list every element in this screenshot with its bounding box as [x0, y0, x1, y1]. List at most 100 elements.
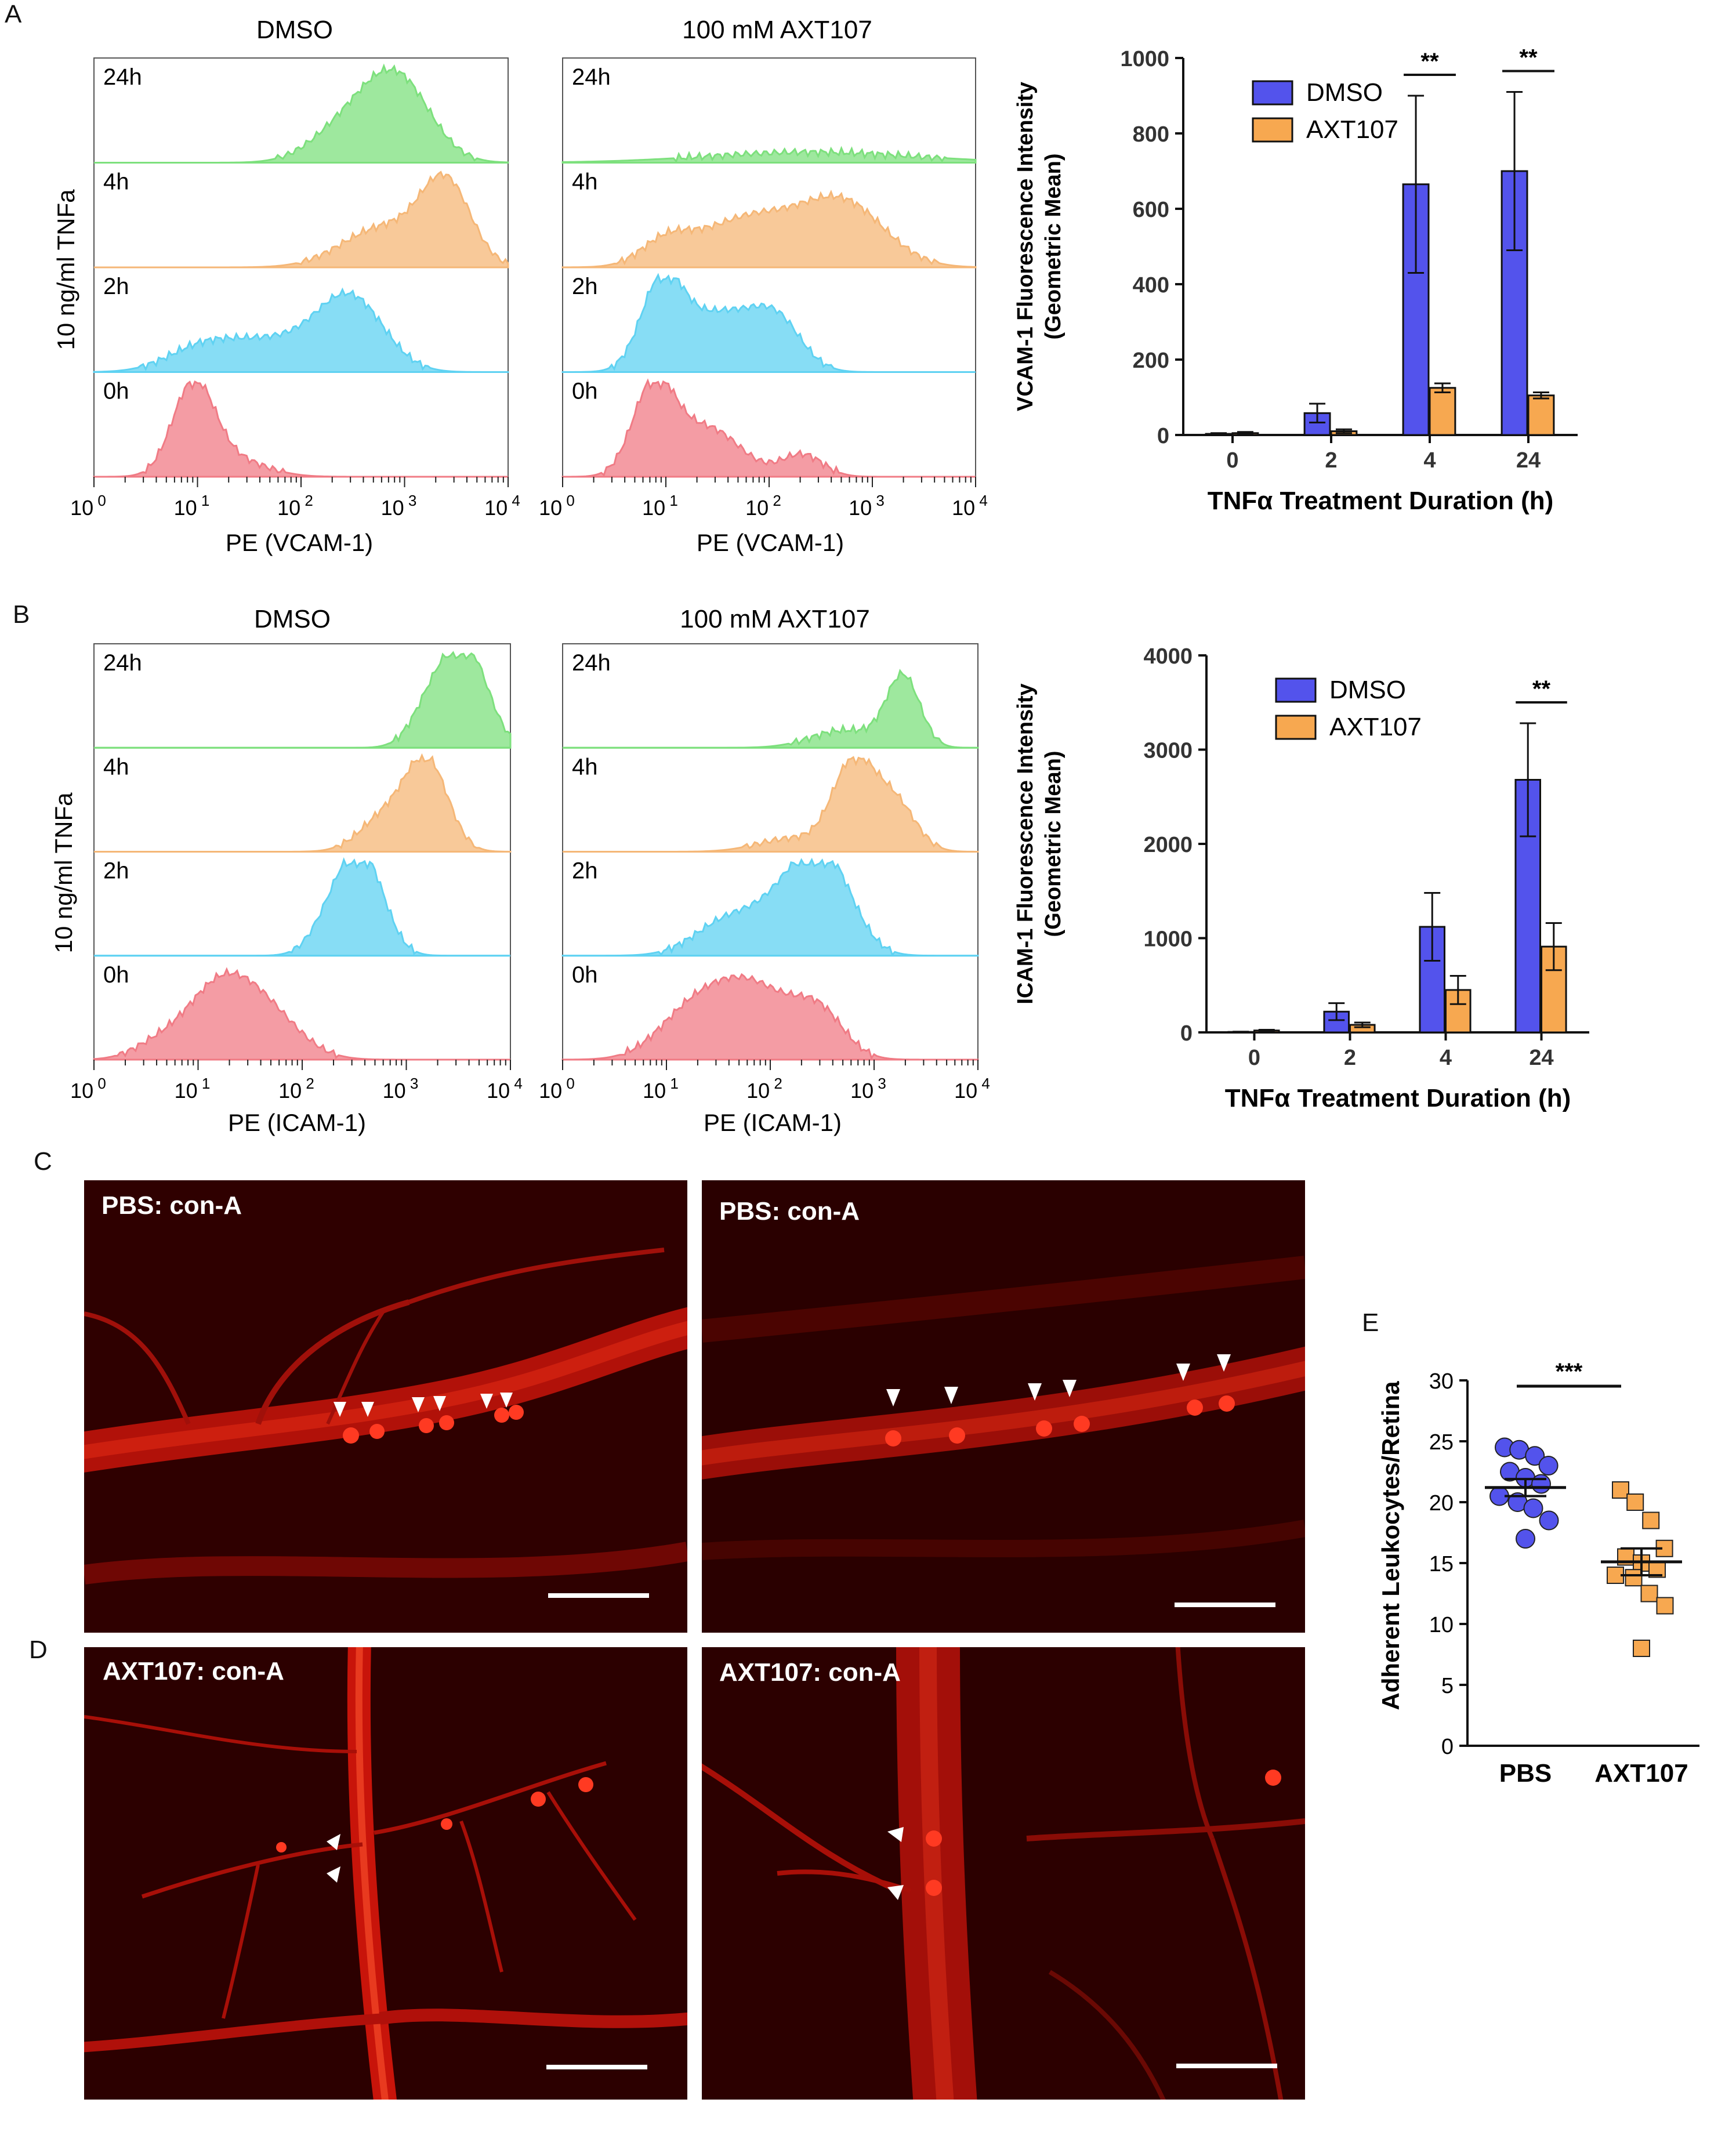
tick-exponent: 1: [198, 1075, 211, 1092]
x-tick-label: 10 1: [642, 492, 678, 520]
micrograph-axt107-1: AXT107: con-A: [84, 1647, 687, 2100]
x-tick-label: 0: [1248, 1046, 1260, 1070]
significance-label: **: [1532, 676, 1551, 702]
legend-label: AXT107: [1306, 115, 1398, 144]
y-axis-label: VCAM-1 Fluorescence Intensity: [1013, 82, 1038, 411]
tick-exponent: 2: [302, 1075, 314, 1092]
x-tick-label: 10 4: [487, 1075, 523, 1103]
data-point-axt107: [1656, 1597, 1674, 1615]
micrograph-axt107-2: AXT107: con-A: [702, 1647, 1305, 2100]
data-point-axt107: [1633, 1640, 1650, 1657]
legend-swatch: [1275, 677, 1317, 703]
x-tick-label: 10 2: [746, 1075, 782, 1103]
x-tick-label: 10 3: [850, 1075, 886, 1103]
tick-exponent: 4: [977, 1075, 990, 1092]
data-point-axt107: [1642, 1511, 1660, 1529]
histogram-row-label: 4h: [572, 754, 598, 780]
y-tick-label: 1000: [1143, 927, 1193, 952]
micrograph-image: AXT107: con-A: [702, 1647, 1305, 2100]
tick-base: 10: [278, 1079, 302, 1103]
tick-base: 10: [539, 1079, 562, 1103]
tick-base: 10: [381, 496, 404, 520]
histogram-24h: [94, 651, 512, 749]
significance-label: **: [1420, 49, 1439, 74]
x-tick-label: 10 1: [643, 1075, 679, 1103]
x-tick-label: 10 3: [849, 492, 885, 520]
x-tick-label: 0: [1226, 448, 1238, 473]
histogram-row-label: 24h: [572, 650, 611, 676]
histogram-row-label: 2h: [572, 858, 598, 884]
x-tick-label: 24: [1529, 1046, 1553, 1070]
histogram-24h: [561, 146, 977, 164]
micrograph-label: PBS: con-A: [719, 1197, 860, 1226]
flow-title-dmso: DMSO: [254, 605, 331, 633]
flow-histograms-icam-panel: DMSO 100 mM AXT107 10 ng/ml TNFa PE (ICA…: [50, 605, 990, 1136]
histogram-24h: [94, 63, 509, 164]
x-tick-label: 10 4: [484, 492, 520, 520]
x-tick-label: 10 4: [954, 1075, 990, 1103]
histogram-row-label: 24h: [572, 64, 611, 90]
micrograph-image: AXT107: con-A: [84, 1647, 687, 2100]
y-tick-label: 2000: [1143, 833, 1193, 857]
data-point-pbs: [1539, 1510, 1559, 1531]
flow-x-label-right: PE (VCAM-1): [697, 529, 844, 556]
histogram-24h: [563, 669, 979, 749]
y-tick-label: 1000: [1120, 47, 1169, 71]
y-tick-label: 0: [1180, 1021, 1193, 1046]
y-axis-label-2: (Geometric Mean): [1041, 154, 1065, 340]
x-tick-label: 10 2: [278, 1075, 314, 1103]
tick-exponent: 1: [665, 492, 678, 509]
histogram-row-label: 4h: [103, 169, 129, 195]
y-tick-label: 15: [1429, 1552, 1454, 1576]
y-tick-label: 3000: [1143, 739, 1193, 763]
bar-axt107: [1527, 394, 1555, 436]
flow-title-axt107: 100 mM AXT107: [680, 605, 870, 633]
data-point-pbs: [1523, 1498, 1543, 1518]
micrograph-label: PBS: con-A: [102, 1191, 242, 1220]
histogram-row-label: 4h: [572, 169, 598, 195]
micrograph-image: PBS: con-A: [84, 1180, 687, 1633]
histogram-2h: [93, 287, 509, 373]
histogram-4h: [563, 756, 979, 853]
bar-axt107: [1429, 387, 1456, 436]
histogram-row-label: 4h: [103, 754, 129, 780]
tick-base: 10: [174, 496, 197, 520]
legend-swatch: [1252, 80, 1293, 106]
x-tick-label: 2: [1344, 1046, 1356, 1070]
data-point-pbs: [1516, 1529, 1535, 1549]
legend-label: DMSO: [1306, 78, 1383, 107]
tick-exponent: 3: [406, 1075, 419, 1092]
significance-label: ***: [1556, 1359, 1583, 1384]
histogram-2h: [563, 857, 978, 957]
y-axis-label: ICAM-1 Fluorescence Intensity: [1013, 683, 1038, 1004]
y-tick-label: 25: [1429, 1430, 1454, 1455]
data-point-axt107: [1640, 1585, 1658, 1603]
tick-base: 10: [643, 1079, 666, 1103]
histogram-4h: [94, 171, 509, 269]
flow-title-axt107: 100 mM AXT107: [682, 16, 872, 44]
tick-exponent: 1: [666, 1075, 679, 1092]
x-tick-label: 10 0: [539, 492, 575, 520]
legend-swatch: [1252, 117, 1293, 143]
tick-exponent: 3: [404, 492, 417, 509]
histogram-row-label: 0h: [103, 379, 129, 404]
tick-base: 10: [70, 1079, 93, 1103]
x-tick-label: 10 2: [277, 492, 313, 520]
histogram-0h: [93, 967, 510, 1061]
flow-title-dmso: DMSO: [256, 16, 333, 44]
histogram-row-label: 24h: [103, 64, 142, 90]
y-tick-label: 5: [1441, 1674, 1454, 1698]
tick-base: 10: [850, 1079, 874, 1103]
histogram-2h: [94, 857, 510, 957]
histogram-0h: [561, 378, 976, 478]
x-tick-label: 10 3: [383, 1075, 419, 1103]
panel-label-b: B: [13, 600, 30, 629]
histogram-row-label: 0h: [572, 962, 598, 988]
x-tick-label: 2: [1325, 448, 1337, 473]
x-tick-label: AXT107: [1594, 1759, 1688, 1788]
tick-exponent: 0: [93, 492, 106, 509]
